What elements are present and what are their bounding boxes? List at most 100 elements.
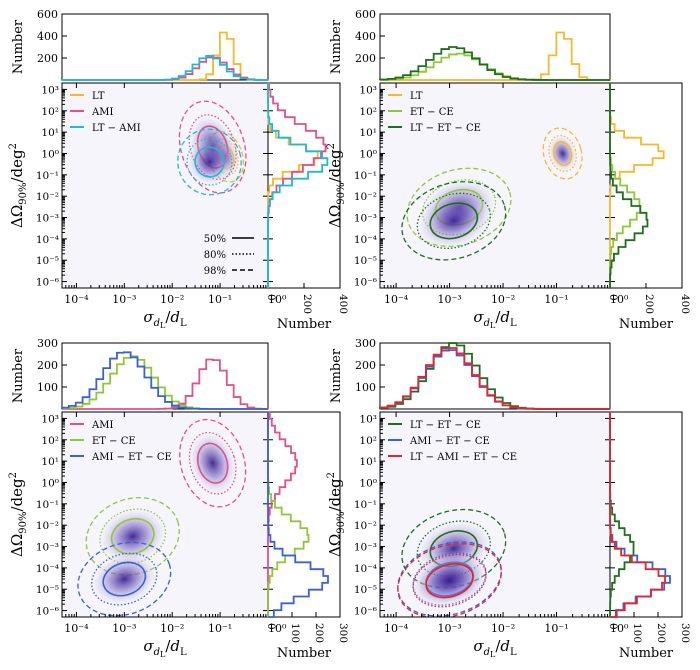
x-tick-label: 10⁰: [610, 622, 629, 635]
main-plot-background: [380, 83, 610, 288]
y-axis-label: ΔΩ90%/deg2: [8, 143, 29, 228]
y-tick-label: 10⁻⁶: [354, 606, 377, 618]
legend-label-ami_et_ce: AMI − ET − CE: [91, 452, 172, 463]
x-tick-label: 10⁻¹: [544, 622, 568, 635]
x-tick-label: 10⁻¹: [544, 293, 568, 306]
top-y-tick-label: 100: [355, 381, 376, 394]
contour-50-lt: [552, 141, 573, 166]
top-y-tick-label: 100: [37, 381, 58, 394]
x-axis-label: σdL/dL: [143, 308, 187, 330]
side-x-axis-label: Number: [619, 317, 674, 332]
top-y-axis-label: Number: [11, 348, 26, 403]
x-tick-label: 10⁻⁴: [384, 293, 409, 306]
side-x-axis-label: Number: [277, 317, 332, 332]
y-axis-label: ΔΩ90%/deg2: [8, 472, 29, 557]
contour-98-lt_ami_et_ce: [397, 543, 502, 617]
y-tick-label: 10⁻⁵: [36, 255, 59, 267]
legend-label-lt: LT: [92, 91, 105, 102]
y-tick-label: 10³: [359, 84, 377, 96]
top-histogram-frame: [61, 13, 269, 81]
main-plot-body: [397, 508, 507, 617]
density-blob-ami: [187, 429, 239, 497]
y-tick-label: 10⁻⁶: [36, 277, 59, 289]
legend-label-et_ce: ET − CE: [92, 436, 136, 447]
x-tick-label: 10⁻³: [437, 622, 461, 635]
y-tick-label: 10⁻¹: [354, 170, 377, 182]
x-axis-label: σdL/dL: [473, 637, 517, 659]
panel-c: 10⁻⁴ 10⁻³ 10⁻² 10⁻¹ 10⁰ 10³ 10² 10¹ 10⁰ 10⁻¹ 10⁻² 1…: [8, 337, 349, 661]
y-tick-label: 10⁰: [359, 477, 377, 489]
top-y-tick-label: 400: [355, 30, 376, 43]
side-x-tick-label: 0: [607, 294, 619, 301]
side-x-tick-label: 200: [655, 623, 667, 643]
panel-b: 10⁻⁴ 10⁻³ 10⁻² 10⁻¹ 10⁰ 10³ 10² 10¹ 10⁰ 10⁻¹ 10⁻² 1…: [326, 8, 691, 332]
y-tick-label: 10¹: [359, 456, 377, 468]
x-axis-label: σdL/dL: [143, 637, 187, 659]
side-x-tick-label: 400: [337, 294, 349, 314]
contour-98-et_ce: [406, 167, 512, 248]
density-blob-et_ce: [96, 506, 169, 567]
y-tick-label: 10⁻⁵: [36, 584, 59, 596]
x-tick-label: 10⁻⁴: [384, 622, 409, 635]
side-x-tick-label: 200: [313, 623, 325, 643]
contour-50-ami: [196, 442, 229, 484]
contour-98-ami_et_ce: [77, 541, 172, 617]
main-plot-body: [401, 127, 583, 261]
contour-legend-label: 98%: [204, 266, 226, 277]
density-blob-lt_et_ce: [413, 190, 494, 252]
legend-label-lt: LT: [410, 91, 423, 102]
y-tick-label: 10⁻⁵: [354, 584, 377, 596]
contour-legend-label: 50%: [204, 234, 226, 245]
side-x-tick-label: 100: [631, 623, 643, 643]
legend: LT AMI LT − AMI: [70, 91, 141, 134]
x-tick-label: 10⁰: [268, 622, 287, 635]
panel-a: 10⁻⁴ 10⁻³ 10⁻² 10⁻¹ 10⁰ 10³ 10² 10¹ 10⁰ 10⁻¹ 10⁻² 1…: [8, 8, 349, 332]
contour-98-ami_et_ce: [397, 541, 502, 617]
top-y-axis-label: Number: [11, 19, 26, 74]
y-tick-label: 10⁻¹: [354, 499, 377, 511]
y-tick-label: 10²: [359, 106, 377, 118]
x-tick-label: 10⁻³: [112, 293, 136, 306]
top-y-axis-label: Number: [329, 348, 344, 403]
side-histogram-frame: [267, 411, 341, 618]
main-plot-body: [77, 418, 247, 617]
x-tick-label: 10⁻⁴: [64, 622, 89, 635]
density-blob-ami_et_ce: [88, 550, 161, 608]
contour-80-et_ce: [99, 508, 167, 565]
y-tick-label: 10⁻²: [36, 191, 59, 203]
y-tick-label: 10⁻³: [354, 542, 377, 554]
contour-98-lt_et_ce: [401, 181, 507, 261]
x-tick-label: 10⁻⁴: [64, 293, 89, 306]
y-tick-label: 10⁻³: [354, 213, 377, 225]
legend: LT − ET − CE AMI − ET − CE LT − AMI − ET −…: [388, 420, 517, 463]
side-histogram-frame: [609, 411, 683, 618]
y-tick-label: 10²: [41, 435, 59, 447]
contour-80-ami_et_ce: [91, 552, 158, 606]
contour-legend: 50% 80% 98%: [204, 234, 254, 277]
y-tick-label: 10³: [41, 413, 59, 425]
contour-80-lt: [548, 134, 577, 173]
side-x-tick-label: 100: [289, 623, 301, 643]
top-y-tick-label: 300: [355, 337, 376, 350]
top-y-tick-label: 600: [355, 8, 376, 21]
y-tick-label: 10²: [41, 106, 59, 118]
main-plot-background: [62, 83, 268, 288]
side-histogram-lt_ami_et_ce: [609, 412, 666, 618]
top-y-axis-label: Number: [329, 19, 344, 74]
y-tick-label: 10⁻⁴: [354, 234, 377, 246]
legend-label-lt_et_ce: LT − ET − CE: [410, 123, 481, 134]
contour-98-ami: [178, 100, 247, 194]
x-tick-label: 10⁰: [268, 293, 287, 306]
top-y-tick-label: 300: [37, 337, 58, 350]
top-y-tick-label: 200: [37, 359, 58, 372]
x-tick-label: 10⁻¹: [208, 293, 232, 306]
contour-98-ami: [179, 418, 247, 508]
y-tick-label: 10³: [41, 84, 59, 96]
legend-label-ami: AMI: [91, 420, 113, 431]
contour-legend-label: 80%: [204, 250, 226, 261]
x-tick-label: 10⁻²: [160, 293, 184, 306]
side-x-tick-label: 400: [679, 294, 691, 314]
y-axis-label: ΔΩ90%/deg2: [326, 472, 347, 557]
top-y-tick-label: 200: [355, 52, 376, 65]
